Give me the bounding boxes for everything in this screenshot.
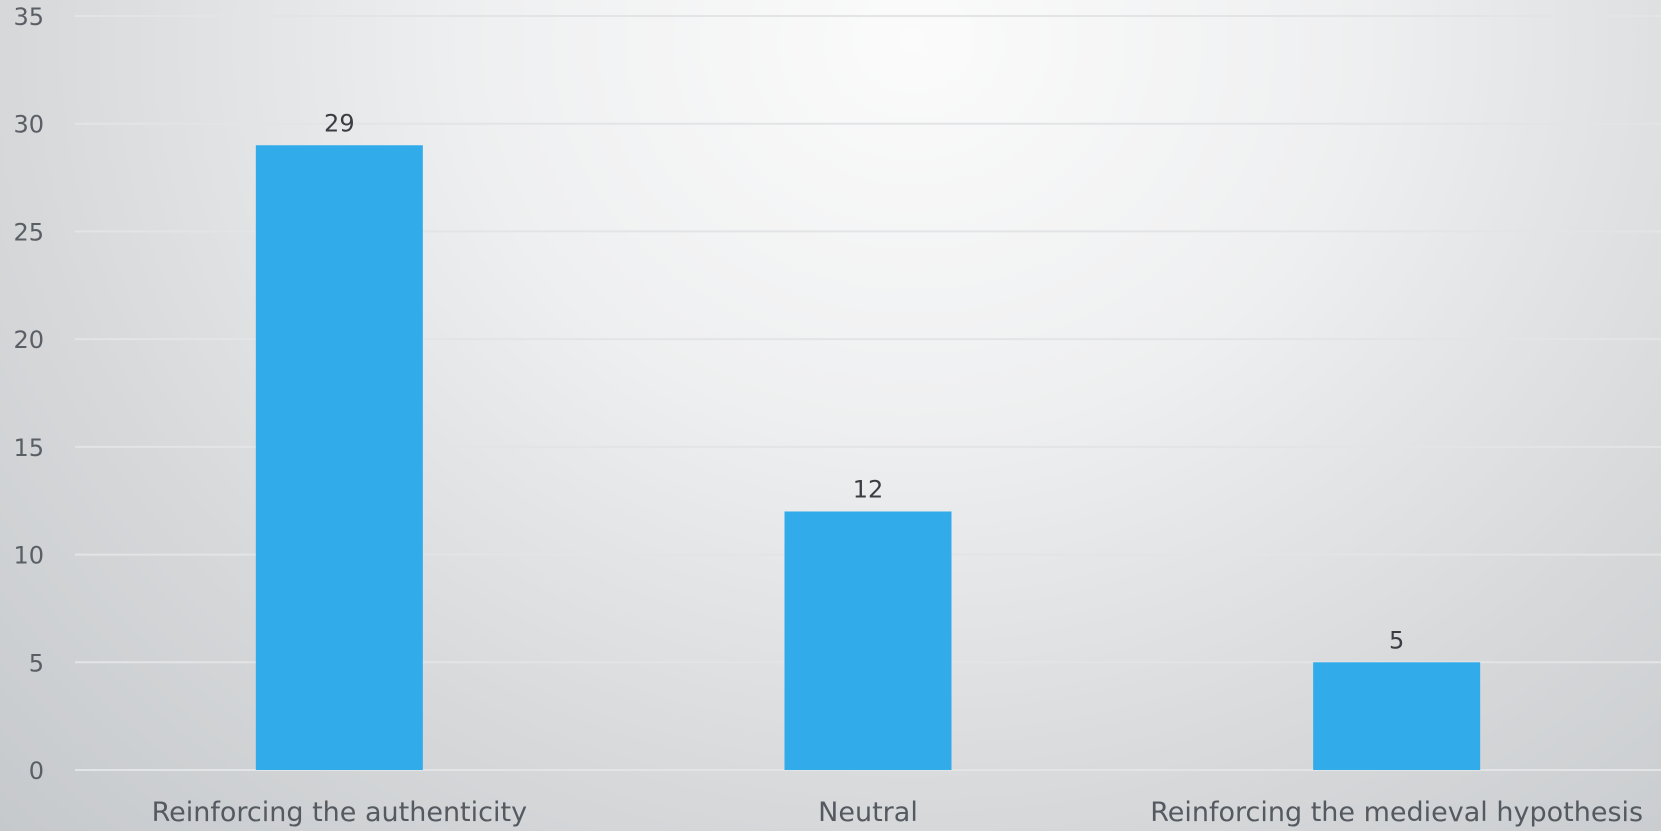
y-tick-label: 0 [29, 757, 44, 785]
y-tick-label: 10 [13, 542, 44, 570]
data-label: 29 [324, 109, 355, 137]
y-axis-tick-labels: 0 5 10 15 20 25 30 35 [13, 3, 44, 785]
y-tick-label: 25 [13, 218, 44, 246]
data-label: 12 [853, 475, 884, 503]
category-label: Reinforcing the authenticity [152, 797, 527, 828]
y-tick-label: 30 [13, 111, 44, 139]
data-label: 5 [1389, 626, 1404, 654]
bars [255, 145, 1481, 770]
x-axis-category-labels: Reinforcing the authenticity Neutral Reinf… [152, 797, 1643, 828]
y-tick-label: 15 [13, 434, 44, 462]
data-labels: 29 12 5 [324, 109, 1404, 654]
y-tick-label: 20 [13, 326, 44, 354]
bar [1313, 662, 1481, 770]
y-tick-label: 35 [13, 3, 44, 31]
bar [784, 511, 952, 770]
y-tick-label: 5 [29, 649, 44, 677]
category-label: Reinforcing the medieval hypothesis [1150, 797, 1643, 828]
category-label: Neutral [818, 797, 918, 828]
bar [255, 145, 423, 770]
